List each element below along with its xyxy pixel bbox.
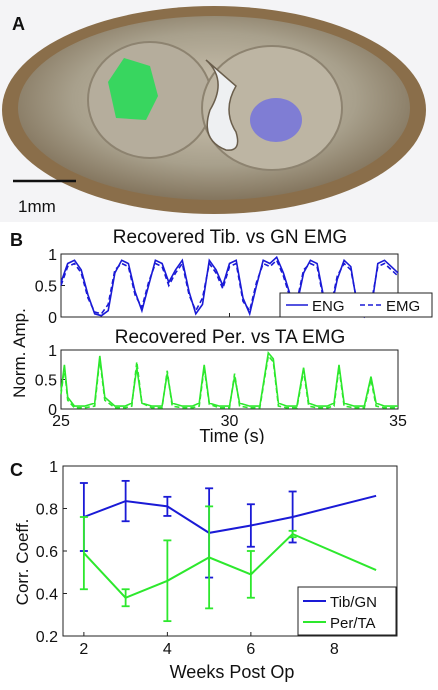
legend-eng-label: ENG <box>312 298 345 315</box>
panel-c: C Corr. Coeff. Weeks Post Op 0.2 0.4 0.6 0.… <box>0 444 438 685</box>
plot-frame <box>60 349 399 410</box>
y-tick-label: 0 <box>48 310 57 327</box>
y-tick-label: 0.8 <box>36 502 58 519</box>
plot-b1: 0 0.5 1 ENG EMG <box>35 247 433 327</box>
plot-b-xlabel: Time (s) <box>199 426 264 444</box>
x-tick-label: 30 <box>221 413 239 430</box>
legend-emg-label: EMG <box>386 298 420 315</box>
plot-b2-title: Recovered Per. vs TA EMG <box>115 327 346 348</box>
y-tick-label: 0.5 <box>35 279 57 296</box>
series-emg-line <box>60 354 398 409</box>
legend-box <box>297 586 397 636</box>
panel-label-a: A <box>12 14 25 34</box>
x-tick-label: 2 <box>79 641 88 658</box>
x-tick-label: 25 <box>52 413 70 430</box>
plot-c-ylabel: Corr. Coeff. <box>13 519 32 606</box>
green-region <box>108 58 158 120</box>
y-tick-label: 0 <box>48 402 57 419</box>
x-tick-label: 35 <box>389 413 407 430</box>
y-tick-label: 1 <box>49 459 58 476</box>
scale-bar-label: 1mm <box>18 197 56 216</box>
y-tick-label: 1 <box>48 247 57 264</box>
panel-label-c: C <box>10 460 23 480</box>
x-tick-label: 4 <box>163 641 172 658</box>
y-tick-label: 0.6 <box>36 544 58 561</box>
legend-label: Per/TA <box>330 615 376 632</box>
y-tick-label: 0.4 <box>36 587 58 604</box>
cross-section-photo: 1mm A <box>0 0 438 222</box>
x-tick-label: 8 <box>330 641 339 658</box>
x-tick-label: 6 <box>246 641 255 658</box>
panel-label-b: B <box>10 230 23 250</box>
center-gap <box>205 59 239 151</box>
y-tick-label: 1 <box>48 343 57 360</box>
y-tick-label: 0.2 <box>36 629 58 646</box>
blue-region <box>250 98 302 142</box>
panel-b: B Recovered Tib. vs GN EMG Recovered Per… <box>0 222 438 446</box>
plot-c-xlabel: Weeks Post Op <box>170 662 295 682</box>
series-eng-line <box>60 351 398 407</box>
plot-b2: 0 0.5 1 25 30 35 <box>35 343 407 430</box>
legend-label: Tib/GN <box>330 594 377 611</box>
plot-b-ylabel: Norm. Amp. <box>10 308 29 398</box>
series-emg-line <box>60 258 399 316</box>
plot-c: 0.2 0.4 0.6 0.8 1 2 4 6 8 Tib/GN Per/TA <box>36 459 398 658</box>
plot-b1-title: Recovered Tib. vs GN EMG <box>113 227 347 248</box>
y-tick-label: 0.5 <box>35 373 57 390</box>
